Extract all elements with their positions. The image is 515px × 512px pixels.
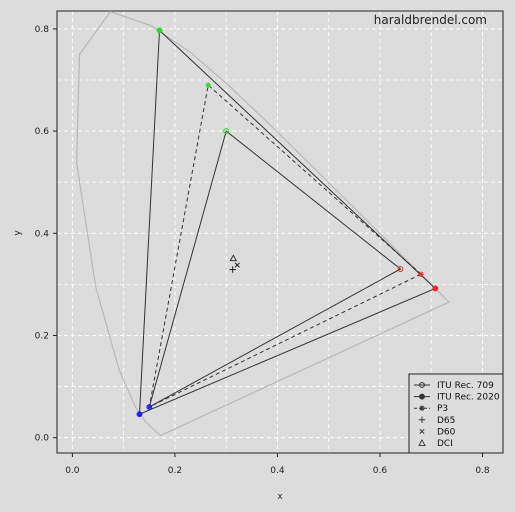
gamut-vertex-point [205, 82, 212, 88]
legend-label: ITU Rec. 2020 [437, 393, 500, 403]
legend-label: P3 [437, 404, 448, 414]
legend-item: DCI [418, 439, 453, 449]
gamut-vertex-point [146, 404, 153, 410]
legend-item: ITU Rec. 2020 [414, 393, 500, 403]
x-axis-ticks: 0.0 0.2 0.4 0.6 0.8 [65, 453, 490, 476]
watermark-text: haraldbrendel.com [374, 13, 487, 27]
legend-marker [419, 393, 425, 400]
y-axis-title: y [13, 230, 23, 236]
legend-item: ITU Rec. 709 [414, 381, 494, 391]
legend-marker [418, 416, 426, 423]
legend-marker [418, 439, 426, 446]
legend-item: D65 [418, 416, 455, 426]
white-points [229, 254, 240, 273]
gamut-vertex-point [156, 27, 163, 34]
white-point-marker [229, 254, 238, 262]
x-tick-label: 0.6 [373, 466, 388, 476]
gamut-triangles [136, 27, 439, 418]
gamut-triangle [138, 29, 437, 415]
legend-box [408, 373, 504, 454]
gamut-triangle [148, 84, 422, 408]
legend-item: P3 [414, 404, 448, 414]
grid-lines [57, 11, 503, 453]
legend-marker [419, 405, 425, 411]
white-point-marker [234, 262, 240, 268]
y-axis-ticks: 0.0 0.2 0.4 0.6 0.8 [35, 25, 57, 444]
legend-marker [419, 428, 425, 434]
gamut-vertex-point [432, 285, 439, 292]
legend-label: DCI [437, 439, 453, 449]
y-tick-label: 0.4 [35, 229, 50, 239]
legend-item: D60 [419, 427, 456, 437]
y-tick-label: 0.0 [35, 434, 50, 444]
x-tick-label: 0.0 [65, 466, 80, 476]
gamut-vertex-point [223, 128, 230, 134]
x-axis-title: x [277, 492, 283, 502]
legend-marker [419, 382, 425, 388]
spectral-locus [75, 10, 451, 436]
gamut-vertex-point [136, 411, 143, 418]
gamut-triangle [148, 130, 402, 409]
legend-label: D65 [437, 416, 455, 426]
white-point-marker [229, 266, 236, 273]
y-tick-label: 0.2 [35, 331, 49, 341]
x-tick-label: 0.2 [168, 466, 182, 476]
plot-frame [56, 10, 504, 454]
gamut-vertex-point [418, 271, 424, 277]
x-tick-label: 0.4 [270, 466, 285, 476]
gamut-vertex-point [397, 266, 404, 272]
legend-label: ITU Rec. 709 [437, 381, 494, 391]
legend-label: D60 [437, 427, 456, 437]
x-tick-label: 0.8 [475, 466, 490, 476]
y-tick-label: 0.6 [35, 127, 50, 137]
y-tick-label: 0.8 [35, 25, 50, 35]
